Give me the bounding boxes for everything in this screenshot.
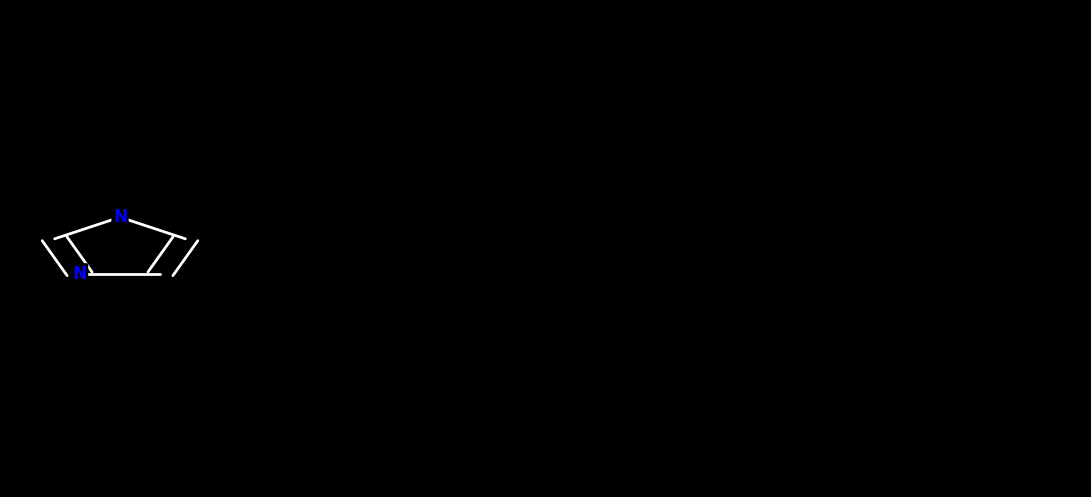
Text: N: N xyxy=(113,208,127,226)
Text: N: N xyxy=(73,265,86,283)
